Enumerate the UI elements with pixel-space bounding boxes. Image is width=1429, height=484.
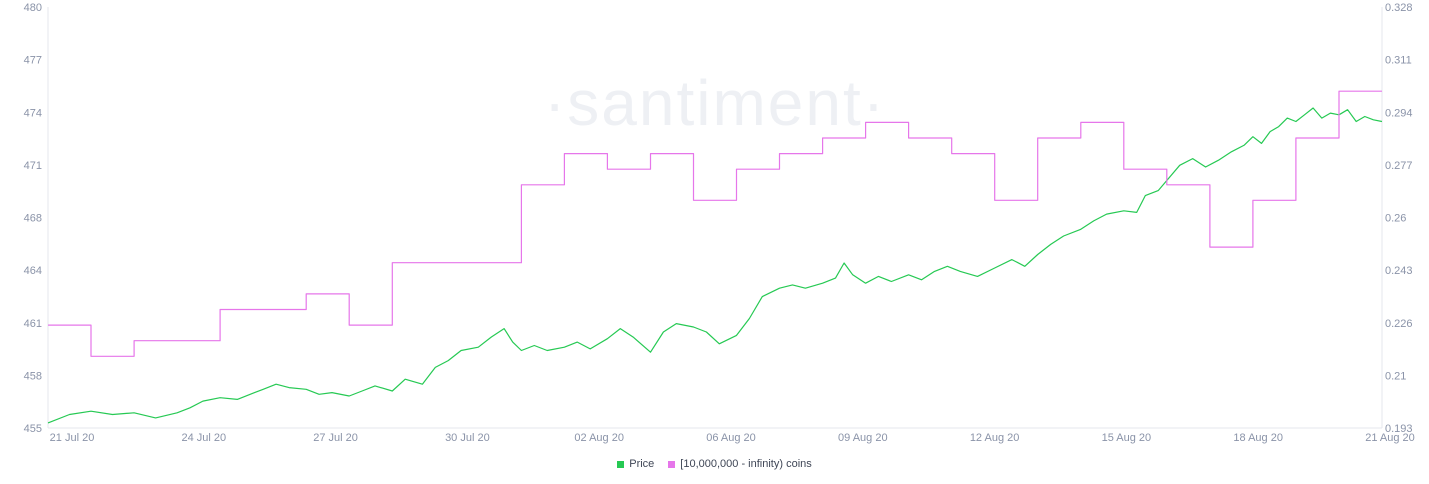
coins-line (48, 90, 1382, 357)
y-left-tick: 480 (24, 2, 42, 14)
x-tick: 30 Jul 20 (445, 432, 490, 444)
y-right-tick: 0.193 (1385, 423, 1413, 435)
y-left-tick: 458 (24, 370, 42, 382)
y-left-tick: 474 (24, 107, 42, 119)
x-tick: 02 Aug 20 (574, 432, 624, 444)
y-right-tick: 0.277 (1385, 160, 1413, 172)
y-right-tick: 0.243 (1385, 265, 1413, 277)
legend-label-coins: [10,000,000 - infinity) coins (680, 458, 812, 470)
legend: Price [10,000,000 - infinity) coins (0, 458, 1429, 470)
y-left-tick: 477 (24, 55, 42, 67)
x-tick: 15 Aug 20 (1102, 432, 1152, 444)
x-tick: 21 Jul 20 (50, 432, 95, 444)
legend-swatch-price (617, 460, 625, 468)
y-right-tick: 0.26 (1385, 213, 1406, 225)
y-left-tick: 461 (24, 318, 42, 330)
y-left-tick: 455 (24, 423, 42, 435)
x-tick: 06 Aug 20 (706, 432, 756, 444)
y-left-tick: 471 (24, 160, 42, 172)
price-line (47, 107, 1383, 424)
x-tick: 27 Jul 20 (313, 432, 358, 444)
y-right-tick: 0.226 (1385, 318, 1413, 330)
legend-item-coins[interactable]: [10,000,000 - infinity) coins (668, 458, 812, 470)
watermark: ·santiment· (544, 67, 886, 139)
x-tick: 18 Aug 20 (1233, 432, 1283, 444)
x-tick: 21 Aug 20 (1365, 432, 1415, 444)
y-right-tick: 0.328 (1385, 2, 1413, 14)
y-right-tick: 0.311 (1385, 55, 1412, 67)
y-left-tick: 468 (24, 213, 42, 225)
legend-label-price: Price (629, 458, 655, 470)
legend-swatch-coins (668, 460, 676, 468)
x-tick: 12 Aug 20 (970, 432, 1020, 444)
x-tick: 24 Jul 20 (181, 432, 226, 444)
x-tick: 09 Aug 20 (838, 432, 888, 444)
y-right-tick: 0.294 (1385, 107, 1413, 119)
y-right-tick: 0.21 (1385, 370, 1406, 382)
y-left-tick: 464 (24, 265, 42, 277)
legend-item-price[interactable]: Price (617, 458, 654, 470)
